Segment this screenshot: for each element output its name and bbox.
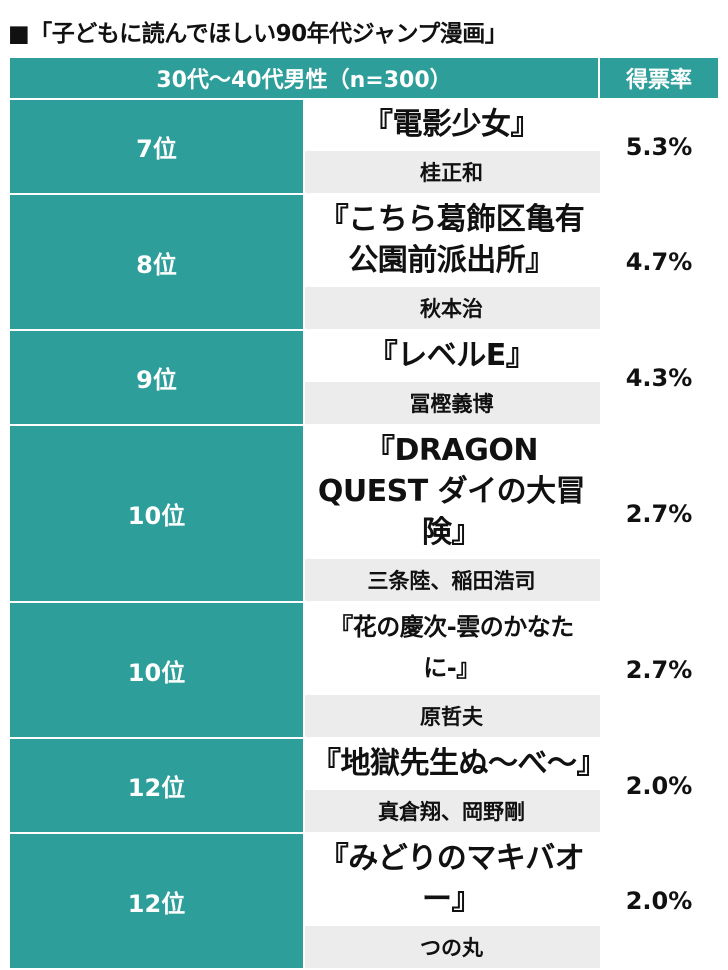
work-title: 『電影少女』 xyxy=(303,98,600,151)
survey-header: 30代〜40代男性（n=300） xyxy=(8,56,600,100)
table-row: 三条陸、稲田浩司 xyxy=(9,557,719,603)
rate-cell: 2.0% xyxy=(598,737,720,834)
rate-cell: 4.7% xyxy=(598,193,720,331)
rank-cell: 10位 xyxy=(8,424,305,603)
table-row: 9位 『レベルE』 4.3% xyxy=(8,329,720,426)
table-row: 8位 『こちら葛飾区亀有公園前派出所』 4.7% xyxy=(8,193,720,331)
table-row: 7位 『電影少女』 5.3% xyxy=(8,98,720,195)
ranking-table: 30代〜40代男性（n=300） 得票率 7位 『電影少女』 5.3% 桂正和 … xyxy=(8,56,720,970)
author-cell: 原哲夫 xyxy=(303,693,600,739)
author-cell: 桂正和 xyxy=(303,149,600,195)
table-row: 秋本治 xyxy=(9,285,719,331)
rank-cell: 7位 xyxy=(8,98,305,195)
work-title: 『花の慶次-雲のかなたに-』 xyxy=(303,601,600,695)
work-title: 『地獄先生ぬ〜べ〜』 xyxy=(303,737,607,790)
author-cell: 真倉翔、岡野剛 xyxy=(303,788,600,834)
rate-header: 得票率 xyxy=(598,56,720,100)
table-row: 原哲夫 xyxy=(9,693,719,739)
rate-cell: 5.3% xyxy=(598,98,720,195)
author-cell: 秋本治 xyxy=(303,285,600,331)
table-row: 10位 『花の慶次-雲のかなたに-』 2.7% xyxy=(8,601,720,739)
rank-cell: 9位 xyxy=(8,329,305,426)
table-row: 12位 『地獄先生ぬ〜べ〜』 2.0% xyxy=(8,737,720,834)
table-row: 真倉翔、岡野剛 xyxy=(9,788,719,834)
author-cell: 三条陸、稲田浩司 xyxy=(303,557,600,603)
work-title: 『DRAGON QUEST ダイの大冒険』 xyxy=(303,424,600,559)
page-title: ■「子どもに読んでほしい90年代ジャンプ漫画」 xyxy=(8,21,508,47)
work-title: 『こちら葛飾区亀有公園前派出所』 xyxy=(303,193,600,287)
table-header: 30代〜40代男性（n=300） 得票率 xyxy=(8,56,720,100)
table-row: 桂正和 xyxy=(9,149,719,195)
rank-cell: 8位 xyxy=(8,193,305,331)
rank-cell: 10位 xyxy=(8,601,305,739)
author-cell: 冨樫義博 xyxy=(303,380,600,426)
rank-cell: 12位 xyxy=(8,737,305,834)
work-title: 『みどりのマキバオー』 xyxy=(303,832,600,926)
table-row: 冨樫義博 xyxy=(9,380,719,426)
author-cell: つの丸 xyxy=(303,924,600,970)
rank-cell: 12位 xyxy=(8,832,305,970)
rate-cell: 2.7% xyxy=(598,601,720,739)
table-row: 12位 『みどりのマキバオー』 2.0% xyxy=(8,832,720,970)
rate-cell: 4.3% xyxy=(598,329,720,426)
rate-cell: 2.0% xyxy=(598,832,720,970)
table-row: 10位 『DRAGON QUEST ダイの大冒険』 2.7% xyxy=(8,424,720,603)
rate-cell: 2.7% xyxy=(598,424,720,603)
work-title: 『レベルE』 xyxy=(303,329,600,382)
